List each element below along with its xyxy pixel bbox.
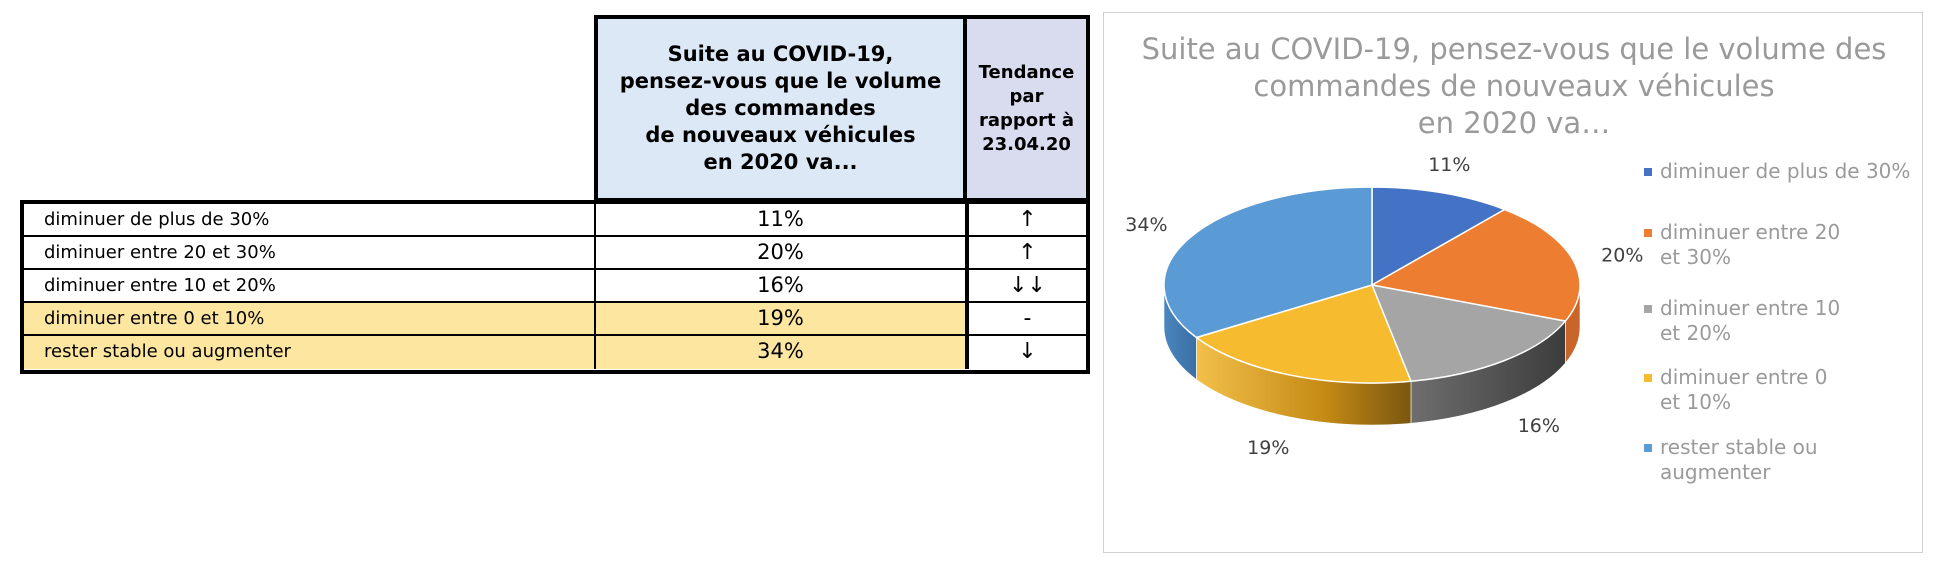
legend-swatch <box>1644 374 1652 382</box>
row-label: diminuer entre 20 et 30% <box>24 237 596 268</box>
row-trend-arrow: ↓ <box>969 336 1086 369</box>
pie-slice <box>1195 284 1412 384</box>
pie-data-label: 11% <box>1428 154 1470 176</box>
row-trend-arrow: ↑ <box>969 204 1086 235</box>
header-blank-cell <box>20 15 594 201</box>
chart-title: Suite au COVID-19, pensez-vous que le vo… <box>1141 32 1887 140</box>
row-trend-arrow: ↓↓ <box>969 270 1086 301</box>
pie-slice <box>1371 208 1581 322</box>
pie-sides <box>1163 284 1581 426</box>
pie-slice <box>1163 186 1373 339</box>
pie-chart: 11% 20% 16% 19% 34% <box>1125 154 1643 459</box>
table-row: diminuer entre 10 et 20% 16% ↓↓ <box>24 270 1086 303</box>
legend-swatch <box>1644 168 1652 176</box>
pie-data-label: 19% <box>1247 437 1289 459</box>
legend-item: diminuer entre 20 et 30% <box>1644 220 1840 270</box>
legend-swatch <box>1644 444 1652 452</box>
table-row: diminuer entre 20 et 30% 20% ↑ <box>24 237 1086 270</box>
pie-data-label: 20% <box>1601 245 1643 267</box>
row-value: 16% <box>596 270 969 301</box>
row-trend-arrow: - <box>969 303 1086 334</box>
legend-item: diminuer entre 0 et 10% <box>1644 365 1828 415</box>
pie-slice <box>1371 186 1506 286</box>
pie-data-label: 16% <box>1518 415 1560 437</box>
table-body: diminuer de plus de 30% 11% ↑ diminuer e… <box>20 200 1090 374</box>
row-value: 19% <box>596 303 969 334</box>
table-row: rester stable ou augmenter 34% ↓ <box>24 336 1086 369</box>
legend-label: diminuer entre 0 et 10% <box>1660 365 1828 414</box>
pie-slices <box>1163 186 1581 384</box>
table-row: diminuer entre 0 et 10% 19% - <box>24 303 1086 336</box>
legend-item: diminuer entre 10 et 20% <box>1644 296 1840 346</box>
pie-data-labels: 11% 20% 16% 19% 34% <box>1125 154 1643 459</box>
legend-label: diminuer entre 20 et 30% <box>1660 220 1841 269</box>
legend-item: rester stable ou augmenter <box>1644 435 1818 485</box>
legend-item: diminuer de plus de 30% <box>1644 159 1910 184</box>
pie-chart-panel: Suite au COVID-19, pensez-vous que le vo… <box>1103 12 1923 553</box>
pie-data-label: 34% <box>1125 214 1167 236</box>
row-label: rester stable ou augmenter <box>24 336 596 369</box>
row-value: 20% <box>596 237 969 268</box>
row-label: diminuer de plus de 30% <box>24 204 596 235</box>
question-header: Suite au COVID-19, pensez-vous que le vo… <box>594 15 967 202</box>
row-value: 34% <box>596 336 969 369</box>
row-value: 11% <box>596 204 969 235</box>
trend-header: Tendance par rapport à 23.04.20 <box>967 15 1090 202</box>
legend-swatch <box>1644 305 1652 313</box>
legend-swatch <box>1644 229 1652 237</box>
row-label: diminuer entre 0 et 10% <box>24 303 596 334</box>
row-label: diminuer entre 10 et 20% <box>24 270 596 301</box>
row-trend-arrow: ↑ <box>969 237 1086 268</box>
legend-label: diminuer entre 10 et 20% <box>1660 296 1841 345</box>
legend-label: diminuer de plus de 30% <box>1660 159 1911 183</box>
table-row: diminuer de plus de 30% 11% ↑ <box>24 204 1086 237</box>
pie-slice <box>1371 284 1567 383</box>
legend-label: rester stable ou augmenter <box>1660 435 1818 484</box>
